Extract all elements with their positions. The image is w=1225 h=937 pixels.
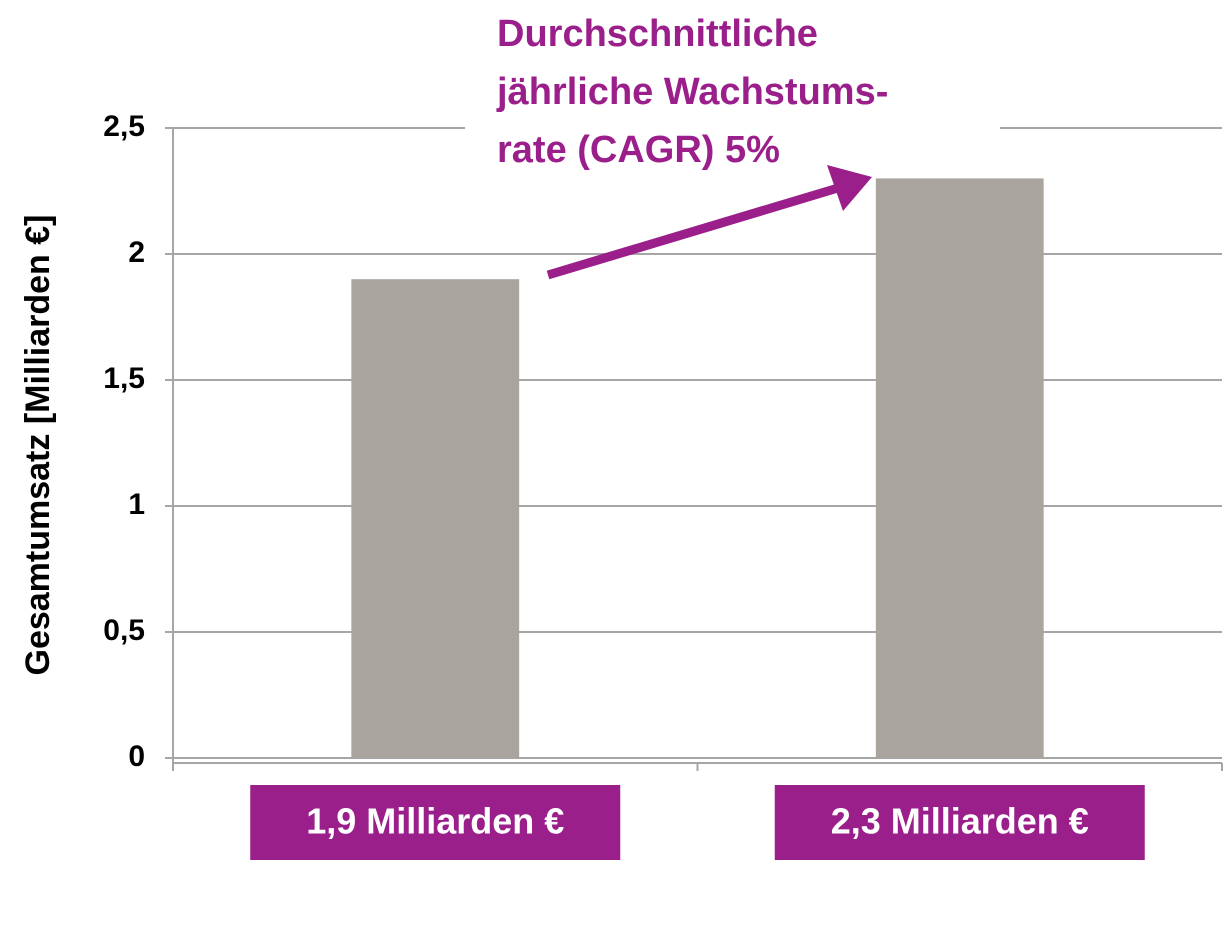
value-label-box: 2,3 Milliarden € [774,785,1145,860]
y-tick-label: 1 [128,488,145,521]
annotation-arrowhead [827,165,872,211]
bar [351,279,520,758]
annotation: jährliche Wachstums- [496,71,888,113]
y-tick-label: 2 [128,236,145,269]
value-label-bg [774,785,1145,860]
y-tick-label: 0,5 [103,614,145,647]
value-label: 2,3 Milliarden € [831,801,1089,842]
y-tick-label: 2,5 [103,110,145,143]
annotation: Durchschnittliche [497,13,818,55]
y-tick-label: 1,5 [103,362,145,395]
value-label-box: 1,9 Milliarden € [250,785,621,860]
value-label: 1,9 Milliarden € [306,801,564,842]
y-tick-label: 0 [128,740,145,773]
annotation-bg [465,110,1000,150]
bar [875,178,1044,758]
annotation: rate (CAGR) 5% [497,129,780,171]
annotation-arrow [546,183,840,280]
value-label-bg [250,785,621,860]
y-axis-label: Gesamtumsatz [Milliarden €] [19,214,57,675]
